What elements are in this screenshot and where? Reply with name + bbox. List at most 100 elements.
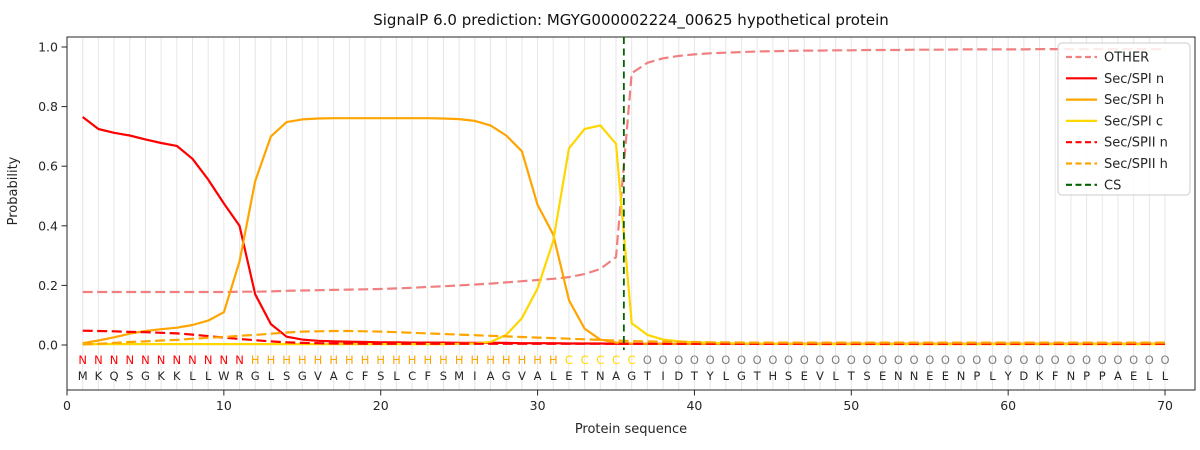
region-letter: H [439, 353, 448, 367]
residue-letter: S [377, 369, 384, 383]
region-letter: O [1004, 353, 1013, 367]
residue-letter: V [314, 369, 322, 383]
residue-letter: T [847, 369, 856, 383]
region-letter: H [267, 353, 276, 367]
x-tick-label: 30 [530, 398, 546, 413]
region-letter: H [329, 353, 338, 367]
region-letter: C [581, 353, 589, 367]
region-letter: H [502, 353, 511, 367]
residue-letter: C [408, 369, 416, 383]
residue-letter: S [863, 369, 870, 383]
residue-letter: V [816, 369, 824, 383]
residue-letter: F [1052, 369, 1059, 383]
y-tick-label: 0.8 [38, 99, 58, 114]
x-tick-label: 0 [63, 398, 71, 413]
region-letter: O [831, 353, 840, 367]
region-letter: O [721, 353, 730, 367]
residue-letter: G [737, 369, 746, 383]
legend-box [1057, 42, 1191, 196]
residue-letter: L [268, 369, 275, 383]
residue-letter: K [1036, 369, 1044, 383]
residue-letter: E [565, 369, 572, 383]
residue-letter: A [534, 369, 542, 383]
region-letter: O [1098, 353, 1107, 367]
residue-letter: A [330, 369, 338, 383]
region-letter: O [878, 353, 887, 367]
series-sec-spii-n [82, 329, 1165, 345]
residue-letter: G [627, 369, 636, 383]
residue-letter: P [1083, 369, 1090, 383]
residue-letter: L [1162, 369, 1169, 383]
residue-letter: N [894, 369, 903, 383]
legend-label: Sec/SPI c [1104, 114, 1163, 129]
region-letter: N [188, 353, 197, 367]
region-letter: O [690, 353, 699, 367]
region-letter: C [565, 353, 573, 367]
residue-letter: E [1130, 369, 1137, 383]
residue-letter: I [473, 369, 476, 383]
region-letter: H [345, 353, 354, 367]
x-tick-label: 20 [373, 398, 389, 413]
region-letter: N [157, 353, 166, 367]
residue-letter: I [661, 369, 664, 383]
region-letter: N [78, 353, 87, 367]
residue-letter: L [393, 369, 400, 383]
x-tick-label: 40 [686, 398, 702, 413]
residue-letter: H [769, 369, 778, 383]
region-letter: N [204, 353, 213, 367]
region-letter: O [1129, 353, 1138, 367]
residue-letter: N [957, 369, 966, 383]
residue-letter: P [973, 369, 980, 383]
series [82, 47, 1165, 346]
residue-letter: T [580, 369, 589, 383]
chart-title: SignalP 6.0 prediction: MGYG000002224_00… [373, 11, 889, 29]
region-letter: C [628, 353, 636, 367]
residue-letter: L [550, 369, 557, 383]
residue-letter: M [454, 369, 464, 383]
residue-letter: T [690, 369, 699, 383]
residue-letter: V [518, 369, 526, 383]
residue-letter: S [283, 369, 290, 383]
residue-letter: E [926, 369, 933, 383]
region-letter: O [1145, 353, 1154, 367]
region-letter: O [1113, 353, 1122, 367]
region-letter: O [957, 353, 966, 367]
x-tick-label: 60 [1000, 398, 1016, 413]
y-tick-label: 0.0 [38, 338, 58, 353]
x-axis: 0 10 20 30 40 50 60 70 Protein sequence [63, 390, 1173, 437]
region-letter: N [235, 353, 244, 367]
legend-label: Sec/SPI h [1104, 93, 1164, 108]
residue-letter: G [502, 369, 511, 383]
region-letter: O [737, 353, 746, 367]
residue-letter: M [78, 369, 88, 383]
region-letter: N [220, 353, 229, 367]
region-letter: N [172, 353, 181, 367]
region-letter: H [549, 353, 558, 367]
region-letter: O [925, 353, 934, 367]
residue-letter: T [753, 369, 762, 383]
residue-letter: E [879, 369, 886, 383]
region-letter: O [847, 353, 856, 367]
residue-letter: T [643, 369, 652, 383]
y-tick-label: 0.2 [38, 278, 58, 293]
region-letter: N [125, 353, 134, 367]
x-tick-label: 70 [1157, 398, 1173, 413]
residue-letter: Y [706, 369, 715, 383]
residue-letter: A [1114, 369, 1122, 383]
region-letter: C [596, 353, 604, 367]
residue-letter: Q [110, 369, 119, 383]
residue-letter: G [298, 369, 307, 383]
region-letter: H [282, 353, 291, 367]
residue-letter: G [141, 369, 150, 383]
y-tick-label: 1.0 [38, 40, 58, 55]
region-letter: O [643, 353, 652, 367]
residue-letter: S [785, 369, 792, 383]
region-letter: H [376, 353, 385, 367]
region-letter: H [471, 353, 480, 367]
region-letter: H [392, 353, 401, 367]
region-letter: O [941, 353, 950, 367]
y-axis: 0.0 0.2 0.4 0.6 0.8 1.0 Probability [6, 40, 67, 353]
region-letter: H [533, 353, 542, 367]
